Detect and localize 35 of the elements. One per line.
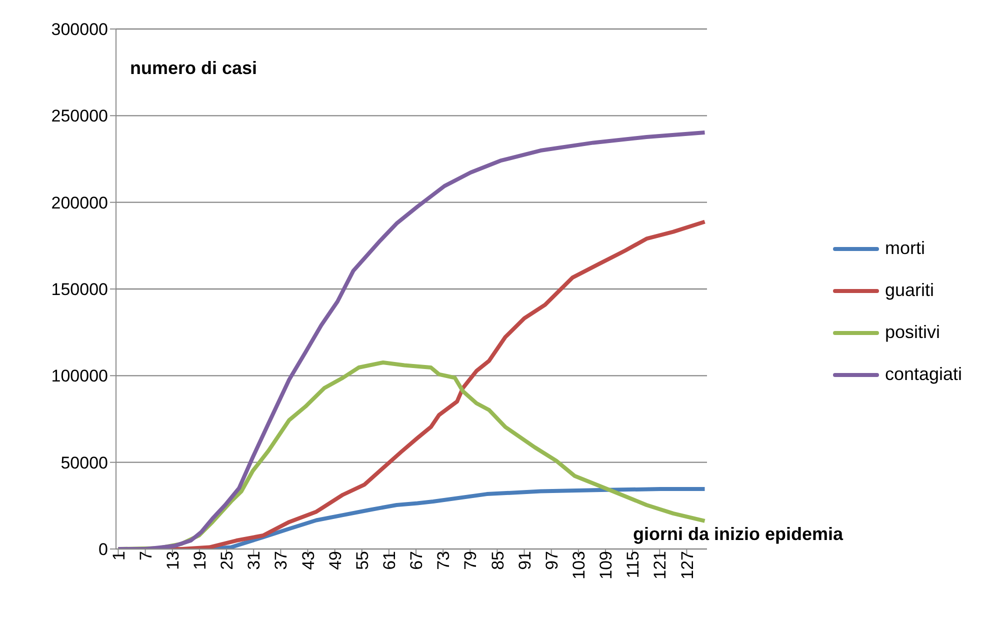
x-tick-label: 91 xyxy=(515,551,534,570)
y-tick-label: 100000 xyxy=(51,366,108,386)
legend-label: guariti xyxy=(885,280,934,301)
x-tick-label: 85 xyxy=(488,551,508,570)
x-tick-label: 31 xyxy=(244,551,264,570)
x-tick-label: 1 xyxy=(109,551,128,560)
y-tick-label: 300000 xyxy=(51,20,108,40)
y-tick-label: 250000 xyxy=(51,106,108,126)
y-tick-label: 0 xyxy=(98,540,108,560)
x-tick-label: 55 xyxy=(352,551,372,570)
x-tick-label: 43 xyxy=(298,551,318,570)
x-tick-label: 13 xyxy=(163,551,182,570)
x-axis-title: giorni da inizio epidemia xyxy=(632,524,843,545)
x-tick-label: 115 xyxy=(624,551,643,578)
x-tick-label: 25 xyxy=(218,551,237,570)
x-tick-label: 7 xyxy=(136,551,156,560)
y-tick-label: 50000 xyxy=(60,453,108,472)
x-tick-label: 19 xyxy=(190,551,210,570)
y-axis-title: numero di casi xyxy=(130,58,258,79)
y-tick-label: 150000 xyxy=(51,280,108,300)
x-tick-label: 127 xyxy=(678,551,697,580)
x-tick-label: 61 xyxy=(380,551,400,570)
x-tick-label: 37 xyxy=(272,551,291,570)
x-tick-label: 97 xyxy=(542,551,562,570)
x-tick-label: 109 xyxy=(596,551,616,580)
legend-label: contagiati xyxy=(885,364,962,385)
x-tick-label: 79 xyxy=(461,551,480,570)
legend-label: morti xyxy=(885,238,925,259)
x-tick-label: 67 xyxy=(407,551,426,570)
legend-label: positivi xyxy=(885,322,940,343)
x-tick-label: 49 xyxy=(326,551,345,570)
x-tick-label: 73 xyxy=(434,551,454,570)
x-tick-label: 121 xyxy=(650,551,670,580)
y-tick-label: 200000 xyxy=(51,193,108,212)
x-tick-label: 103 xyxy=(569,551,588,580)
